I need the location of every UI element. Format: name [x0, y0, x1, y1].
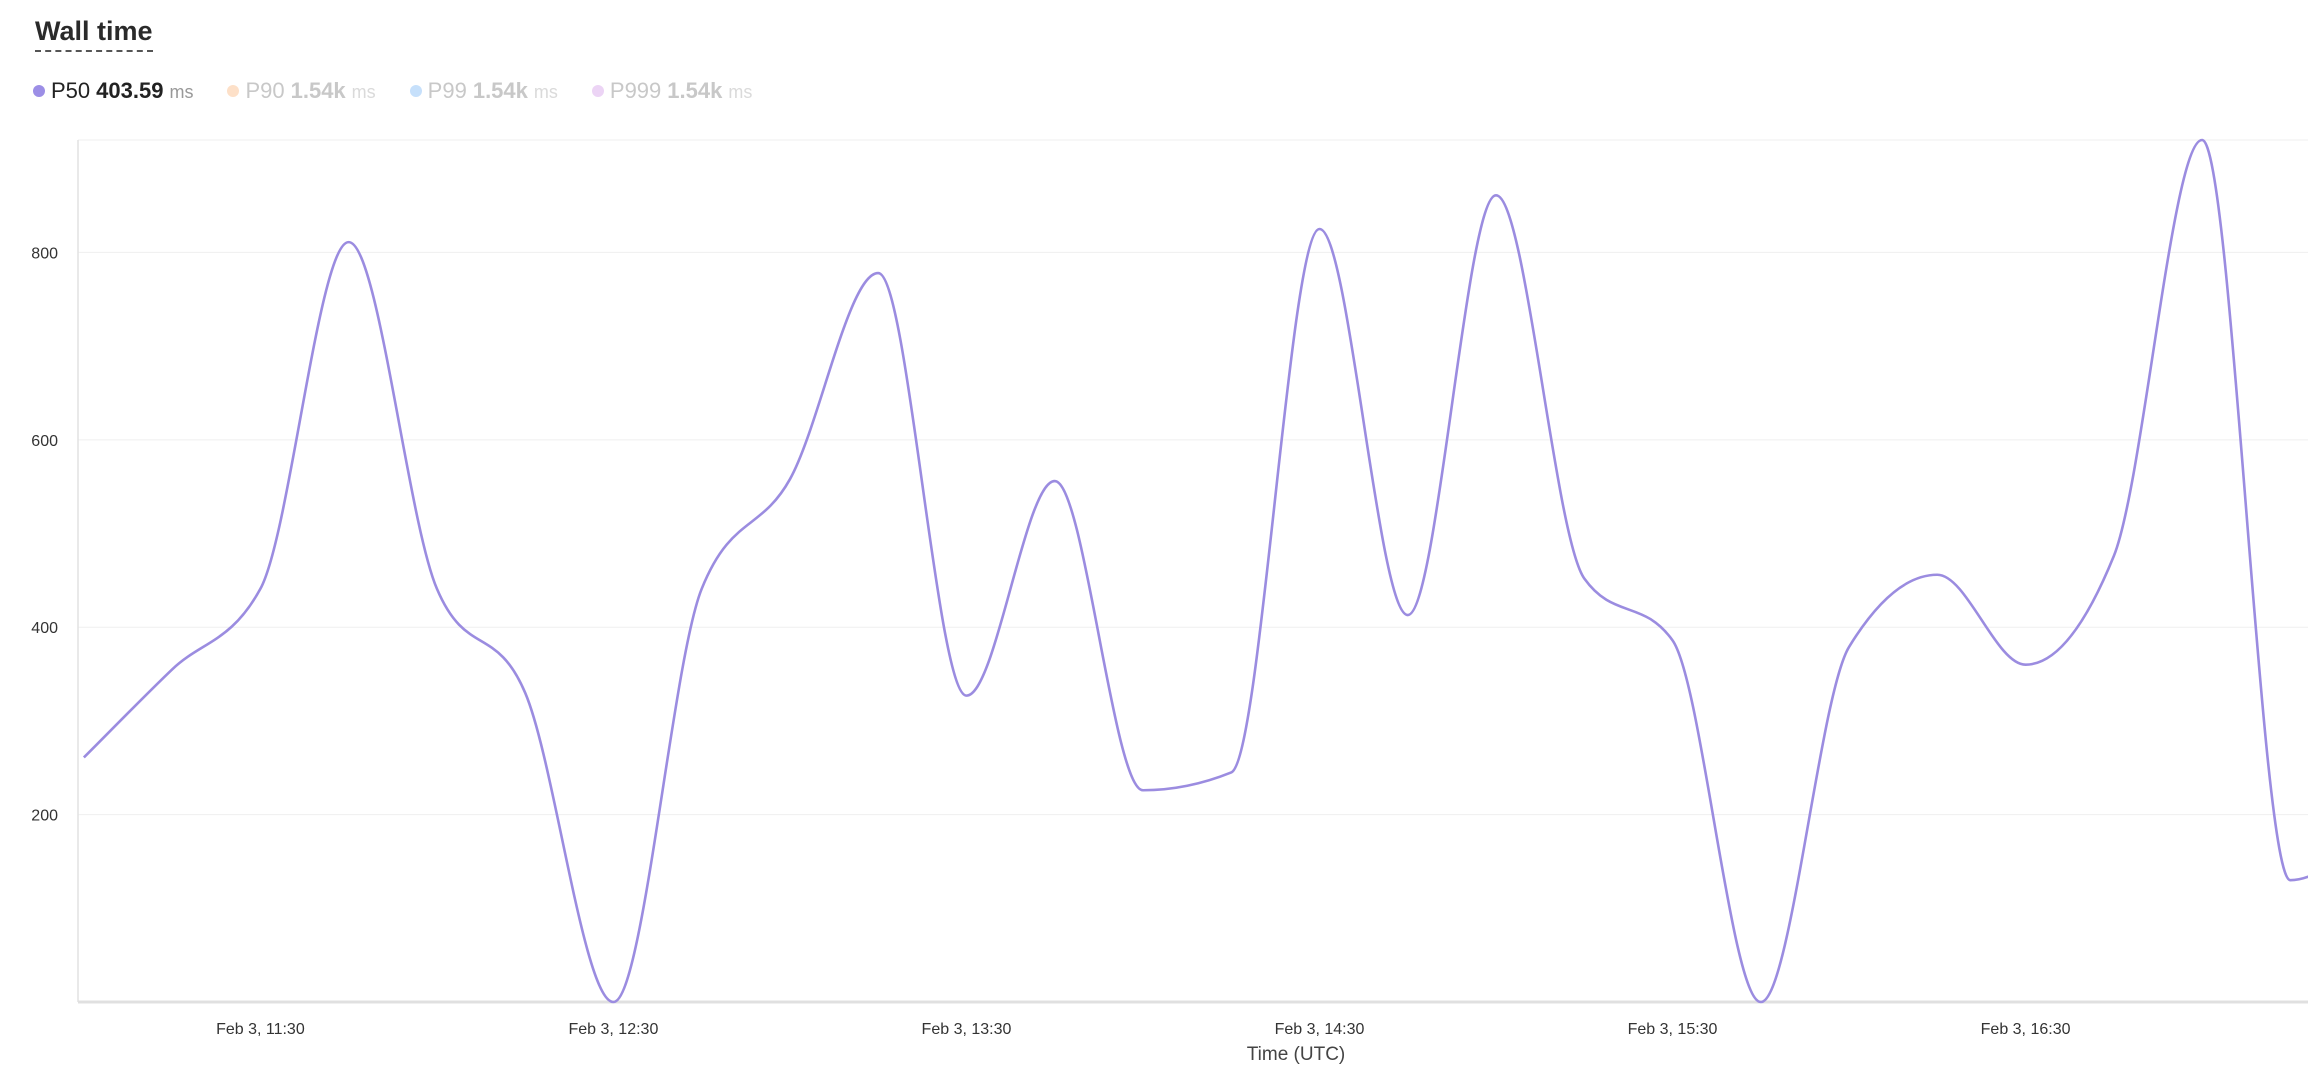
data-point[interactable]: [1931, 569, 1943, 581]
x-tick-label: Feb 3, 15:30: [1628, 1021, 1718, 1038]
x-tick-label: Feb 3, 11:30: [216, 1021, 305, 1038]
x-tick-label: Feb 3, 16:30: [1981, 1021, 2071, 1038]
data-point[interactable]: [519, 687, 531, 699]
legend-label: P50: [51, 78, 91, 103]
data-point[interactable]: [166, 663, 178, 675]
chart-title[interactable]: Wall time: [35, 16, 153, 52]
data-point[interactable]: [2284, 874, 2296, 886]
data-point[interactable]: [2020, 659, 2032, 671]
data-point[interactable]: [784, 473, 796, 485]
data-point[interactable]: [2196, 134, 2208, 146]
data-point[interactable]: [872, 267, 884, 279]
legend-unit: ms: [351, 82, 376, 102]
data-point[interactable]: [1137, 784, 1149, 796]
data-point[interactable]: [254, 583, 266, 595]
data-point[interactable]: [1843, 641, 1855, 653]
x-tick-label: Feb 3, 13:30: [922, 1021, 1012, 1038]
data-point[interactable]: [1402, 609, 1414, 621]
data-point[interactable]: [1578, 572, 1590, 584]
legend-dot-icon: [591, 85, 604, 97]
data-point[interactable]: [607, 996, 619, 1008]
legend-item-p99[interactable]: P99 1.54k ms: [409, 78, 558, 104]
data-point[interactable]: [1049, 475, 1061, 487]
legend-value: 1.54k: [472, 78, 528, 103]
data-point[interactable]: [2108, 550, 2120, 562]
x-tick-label: Feb 3, 12:30: [569, 1021, 659, 1038]
data-point[interactable]: [1755, 996, 1767, 1008]
legend-label: P90: [245, 78, 285, 103]
data-point[interactable]: [431, 583, 443, 595]
x-axis-label: Time (UTC): [1247, 1044, 1346, 1065]
legend: P50 403.59 ms P90 1.54k ms P99 1.54k ms …: [33, 78, 752, 104]
data-point[interactable]: [343, 236, 355, 248]
data-point[interactable]: [1490, 189, 1502, 201]
data-point[interactable]: [696, 583, 708, 595]
legend-dot-icon: [227, 85, 240, 97]
data-point[interactable]: [960, 690, 972, 702]
legend-item-p50[interactable]: P50 403.59 ms: [33, 78, 193, 104]
legend-label: P999: [609, 78, 662, 103]
legend-unit: ms: [533, 82, 558, 102]
legend-dot-icon: [33, 85, 45, 97]
legend-unit: ms: [169, 82, 194, 102]
legend-item-p999[interactable]: P999 1.54k ms: [591, 78, 753, 104]
legend-dot-icon: [409, 85, 422, 97]
data-point[interactable]: [1314, 223, 1326, 235]
data-point[interactable]: [1667, 634, 1679, 646]
legend-value: 1.54k: [290, 78, 346, 103]
x-tick-label: Feb 3, 14:30: [1275, 1021, 1365, 1038]
y-tick-label: 400: [31, 620, 58, 637]
legend-value: 1.54k: [667, 78, 723, 103]
y-tick-label: 200: [31, 808, 58, 825]
y-tick-label: 800: [31, 245, 58, 262]
legend-label: P99: [427, 78, 467, 103]
series-line-p50: [82, 138, 2308, 1004]
legend-value: 403.59: [96, 78, 164, 103]
data-point[interactable]: [1225, 766, 1237, 778]
data-point[interactable]: [78, 751, 90, 763]
legend-item-p90[interactable]: P90 1.54k ms: [227, 78, 376, 104]
y-tick-label: 600: [31, 433, 58, 450]
legend-unit: ms: [728, 82, 753, 102]
